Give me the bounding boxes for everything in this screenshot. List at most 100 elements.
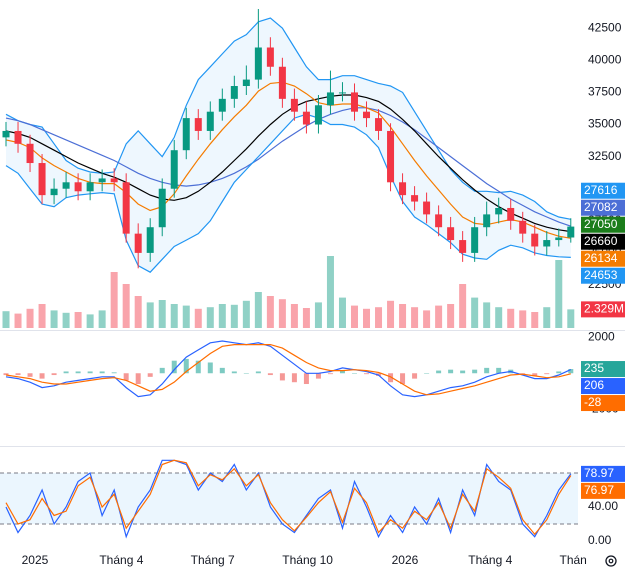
value-label-box — [581, 216, 625, 233]
volume-bar — [50, 310, 58, 328]
histogram-bar — [255, 371, 261, 374]
candle-body — [471, 227, 479, 253]
candle-body — [326, 92, 334, 106]
volume-bar — [194, 308, 202, 328]
histogram-bar — [231, 371, 237, 374]
value-label-box — [581, 378, 625, 395]
band-fill — [6, 18, 571, 273]
settings-icon[interactable] — [605, 555, 617, 567]
histogram-bar — [183, 358, 189, 374]
last-value-label: 76.97 — [584, 483, 614, 497]
volume-bar — [350, 305, 358, 328]
last-value-label: 27050 — [584, 217, 618, 231]
candle-body — [146, 227, 154, 253]
volume-bar — [230, 304, 238, 328]
volume-bar — [86, 314, 94, 328]
volume-bar — [507, 308, 515, 328]
volume-bar — [483, 302, 491, 328]
histogram-bar — [556, 371, 562, 374]
histogram-bar — [171, 360, 177, 374]
volume-bar — [399, 304, 407, 328]
candle-body — [230, 86, 238, 99]
volume-bar — [519, 310, 527, 328]
y-tick-label: 35000 — [588, 117, 622, 131]
candle-body — [254, 47, 262, 80]
histogram-bar — [135, 373, 141, 385]
volume-bar — [62, 312, 70, 328]
candle-body — [567, 226, 575, 238]
volume-bar — [26, 308, 34, 328]
volume-bar — [74, 312, 82, 328]
indicator-line — [5, 113, 571, 273]
value-label-box — [581, 361, 625, 378]
volume-bar — [543, 307, 551, 328]
histogram-bar — [460, 370, 466, 374]
candle-body — [423, 201, 431, 215]
volume-bar — [459, 284, 467, 328]
value-label-box — [581, 465, 625, 482]
volume-bar — [134, 296, 142, 328]
histogram-bar — [27, 373, 33, 377]
histogram-bar — [532, 373, 538, 376]
candle-body — [266, 47, 274, 67]
volume-bar — [38, 304, 46, 328]
candle-body — [507, 207, 515, 221]
value-label-box — [581, 301, 625, 318]
y-tick-label: 37500 — [588, 85, 622, 99]
indicator-line — [5, 81, 571, 239]
candle-body — [134, 233, 142, 253]
candle-body — [519, 220, 527, 234]
volume-bar — [471, 297, 479, 328]
volume-bar — [435, 305, 443, 328]
last-value-label: -28 — [584, 395, 602, 409]
histogram-bar — [99, 371, 105, 374]
y-tick-label: 40000 — [588, 53, 622, 67]
candle-body — [218, 98, 226, 112]
histogram-bar — [388, 373, 394, 383]
candle-body — [110, 178, 118, 183]
histogram-bar — [339, 370, 345, 374]
x-tick-label: 2026 — [392, 553, 419, 567]
volume-bar — [447, 304, 455, 328]
indicator-line — [5, 459, 572, 539]
histogram-bar — [496, 367, 502, 374]
histogram-bar — [279, 373, 285, 381]
histogram-bar — [364, 373, 370, 375]
histogram-bar — [111, 372, 117, 374]
candle-body — [459, 240, 467, 253]
volume-bar — [375, 307, 383, 328]
candle-body — [206, 111, 214, 131]
histogram-bar — [51, 373, 57, 376]
histogram-bar — [303, 373, 309, 385]
histogram-bar — [412, 373, 418, 379]
volume-bar — [338, 297, 346, 328]
candle-body — [50, 188, 58, 196]
volume-bar — [206, 307, 214, 328]
histogram-bar — [436, 370, 442, 374]
histogram-bar — [568, 369, 574, 374]
value-label-box — [581, 233, 625, 250]
y-tick-label: 42500 — [588, 20, 622, 34]
candle-body — [74, 182, 82, 192]
value-label-box — [581, 267, 625, 284]
histogram-bar — [39, 373, 45, 379]
volume-bar — [326, 256, 334, 328]
indicator-line — [5, 107, 571, 227]
histogram-bar — [400, 373, 406, 385]
candle-body — [290, 98, 298, 112]
histogram-bar — [219, 367, 225, 374]
histogram-bar — [544, 373, 550, 375]
histogram-bar — [75, 371, 81, 374]
last-value-label: 78.97 — [584, 466, 614, 480]
volume-bar — [98, 310, 106, 328]
volume-bar — [110, 272, 118, 328]
volume-bar — [411, 307, 419, 328]
candle-body — [543, 240, 551, 247]
last-value-label: 206 — [584, 378, 604, 392]
histogram-bar — [87, 371, 93, 374]
y-tick-label: 40.00 — [588, 499, 618, 513]
histogram-bar — [123, 373, 129, 381]
band-fill — [0, 473, 578, 524]
histogram-bar — [448, 369, 454, 374]
volume-bar — [423, 310, 431, 328]
